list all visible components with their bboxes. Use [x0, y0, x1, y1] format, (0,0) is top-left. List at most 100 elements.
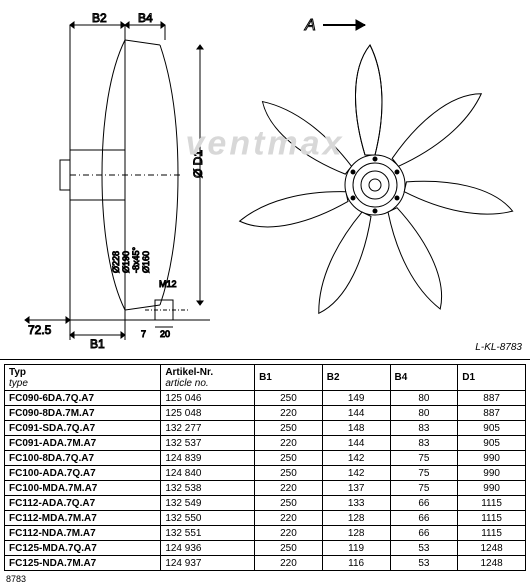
table-cell: 142: [322, 451, 390, 466]
table-cell: FC090-8DA.7M.A7: [5, 406, 161, 421]
table-cell: 1115: [458, 526, 526, 541]
dim-b4: B4: [138, 11, 153, 25]
table-cell: 124 936: [161, 541, 255, 556]
table-row: FC100-8DA.7Q.A7124 83925014275990: [5, 451, 526, 466]
table-row: FC112-ADA.7Q.A7132 549250133661115: [5, 496, 526, 511]
dim-d190: Ø190: [121, 251, 131, 273]
table-cell: 137: [322, 481, 390, 496]
table-cell: FC090-6DA.7Q.A7: [5, 391, 161, 406]
table-cell: 887: [458, 406, 526, 421]
spec-table-wrap: Typtype Artikel-Nr.article no. B1 B2 B4 …: [0, 360, 530, 573]
table-cell: 132 549: [161, 496, 255, 511]
table-row: FC125-NDA.7M.A7124 937220116531248: [5, 556, 526, 571]
th-b4: B4: [390, 365, 458, 391]
table-cell: 250: [255, 451, 323, 466]
table-cell: 133: [322, 496, 390, 511]
table-cell: FC100-ADA.7Q.A7: [5, 466, 161, 481]
table-cell: 250: [255, 421, 323, 436]
table-cell: 132 277: [161, 421, 255, 436]
table-cell: 128: [322, 511, 390, 526]
table-row: FC125-MDA.7Q.A7124 936250119531248: [5, 541, 526, 556]
table-row: FC091-SDA.7Q.A7132 27725014883905: [5, 421, 526, 436]
table-row: FC100-ADA.7Q.A7124 84025014275990: [5, 466, 526, 481]
dim-bx45: -8x45°: [131, 246, 141, 273]
table-row: FC112-MDA.7M.A7132 550220128661115: [5, 511, 526, 526]
table-cell: FC125-NDA.7M.A7: [5, 556, 161, 571]
table-cell: 887: [458, 391, 526, 406]
table-cell: 250: [255, 391, 323, 406]
table-cell: 149: [322, 391, 390, 406]
table-cell: 124 839: [161, 451, 255, 466]
dim-m12: M12: [159, 279, 177, 289]
table-cell: 220: [255, 556, 323, 571]
table-cell: 53: [390, 541, 458, 556]
table-cell: FC091-ADA.7M.A7: [5, 436, 161, 451]
table-cell: 66: [390, 496, 458, 511]
table-cell: 75: [390, 451, 458, 466]
table-row: FC090-8DA.7M.A7125 04822014480887: [5, 406, 526, 421]
table-cell: 132 538: [161, 481, 255, 496]
table-cell: 250: [255, 541, 323, 556]
table-cell: 220: [255, 526, 323, 541]
table-cell: FC100-MDA.7M.A7: [5, 481, 161, 496]
table-row: FC090-6DA.7Q.A7125 04625014980887: [5, 391, 526, 406]
table-cell: 220: [255, 511, 323, 526]
table-cell: 250: [255, 496, 323, 511]
table-cell: 83: [390, 421, 458, 436]
table-cell: 125 046: [161, 391, 255, 406]
table-cell: 144: [322, 406, 390, 421]
table-cell: 250: [255, 466, 323, 481]
table-cell: FC112-ADA.7Q.A7: [5, 496, 161, 511]
side-view-drawing: B2 B4 72.5: [10, 10, 220, 350]
table-cell: 144: [322, 436, 390, 451]
table-row: FC100-MDA.7M.A7132 53822013775990: [5, 481, 526, 496]
th-art: Artikel-Nr.article no.: [161, 365, 255, 391]
table-cell: 53: [390, 556, 458, 571]
dim-b2: B2: [92, 11, 107, 25]
table-cell: FC112-MDA.7M.A7: [5, 511, 161, 526]
table-cell: 66: [390, 511, 458, 526]
table-cell: FC125-MDA.7Q.A7: [5, 541, 161, 556]
table-cell: 125 048: [161, 406, 255, 421]
th-d1: D1: [458, 365, 526, 391]
spec-table: Typtype Artikel-Nr.article no. B1 B2 B4 …: [4, 364, 526, 571]
table-cell: FC091-SDA.7Q.A7: [5, 421, 161, 436]
table-cell: 142: [322, 466, 390, 481]
table-cell: 990: [458, 451, 526, 466]
table-cell: 132 551: [161, 526, 255, 541]
table-cell: 905: [458, 421, 526, 436]
table-cell: 1248: [458, 541, 526, 556]
table-row: FC112-NDA.7M.A7132 551220128661115: [5, 526, 526, 541]
dim-d160: Ø160: [141, 251, 151, 273]
table-cell: 1248: [458, 556, 526, 571]
table-cell: 905: [458, 436, 526, 451]
table-cell: 83: [390, 436, 458, 451]
table-cell: 124 840: [161, 466, 255, 481]
table-cell: FC100-8DA.7Q.A7: [5, 451, 161, 466]
dim-20: 20: [160, 329, 170, 339]
table-cell: 220: [255, 406, 323, 421]
diagram-area: ventmax B2 B4: [0, 0, 530, 360]
table-cell: 148: [322, 421, 390, 436]
table-cell: 128: [322, 526, 390, 541]
table-row: FC091-ADA.7M.A7132 53722014483905: [5, 436, 526, 451]
dim-a: A: [304, 17, 316, 34]
table-cell: 1115: [458, 511, 526, 526]
table-cell: 116: [322, 556, 390, 571]
th-typ: Typtype: [5, 365, 161, 391]
table-cell: 124 937: [161, 556, 255, 571]
dim-725: 72.5: [28, 323, 52, 337]
table-cell: 220: [255, 481, 323, 496]
dim-7: 7: [141, 329, 146, 339]
table-cell: 119: [322, 541, 390, 556]
front-view-drawing: A: [235, 10, 525, 350]
table-cell: 80: [390, 391, 458, 406]
table-cell: 132 550: [161, 511, 255, 526]
table-cell: 220: [255, 436, 323, 451]
footer-id: 8783: [0, 573, 530, 585]
table-cell: 75: [390, 481, 458, 496]
table-header-row: Typtype Artikel-Nr.article no. B1 B2 B4 …: [5, 365, 526, 391]
th-b2: B2: [322, 365, 390, 391]
drawing-id: L-KL-8783: [475, 342, 522, 353]
dim-b1: B1: [90, 337, 105, 350]
